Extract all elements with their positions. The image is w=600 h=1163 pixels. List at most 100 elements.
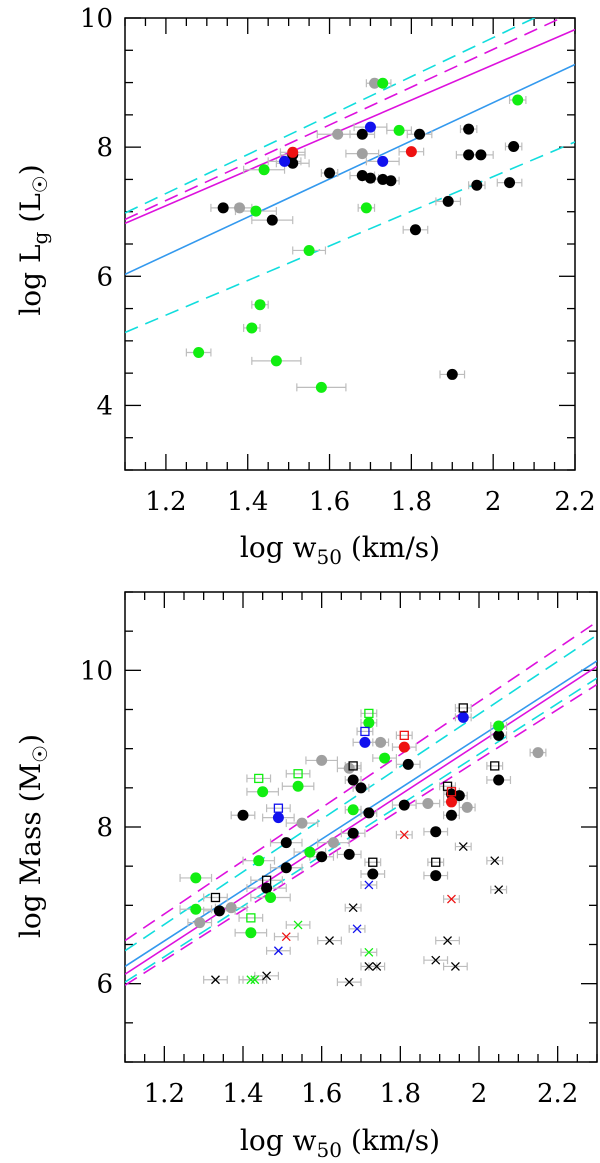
point-black <box>364 172 376 184</box>
point-black <box>377 173 389 185</box>
x-tick-label: 2.2 <box>554 487 595 517</box>
fit-line-cyan-dashed-lower <box>125 141 575 334</box>
point-green-squares <box>293 769 303 779</box>
point-black-squares <box>490 761 500 771</box>
point-green-crosses <box>293 920 303 930</box>
point-black <box>463 123 475 135</box>
point-black-crosses <box>494 885 504 895</box>
point-green <box>270 355 282 367</box>
point-green <box>304 846 316 858</box>
point-gray <box>332 128 344 140</box>
point-black <box>343 848 355 860</box>
x-axis-label-top: log w50 (km/s) <box>240 531 440 569</box>
point-black <box>356 128 368 140</box>
mass-panel: log w50 (km/s) log Mass (M☉) 1.2 1.4 1.6 1.… <box>14 591 598 1162</box>
point-black-squares <box>431 857 441 867</box>
point-black <box>316 851 328 863</box>
point-red <box>445 796 457 808</box>
point-green <box>258 164 270 176</box>
point-black <box>398 799 410 811</box>
point-green <box>512 94 524 106</box>
x-tick-label: 1.8 <box>391 487 432 517</box>
y-tick-label: 4 <box>96 391 113 421</box>
point-red-crosses <box>399 830 409 840</box>
point-black <box>217 202 229 214</box>
x-tick-label: 2 <box>471 1079 488 1109</box>
point-green <box>303 244 315 256</box>
point-green <box>245 927 257 939</box>
point-gray <box>225 902 237 914</box>
point-blue <box>272 812 284 824</box>
x-tick-label: 1.4 <box>222 1079 263 1109</box>
point-black <box>504 177 516 189</box>
fit-line-magenta-dashed-lower <box>125 683 597 986</box>
point-black <box>446 368 458 380</box>
point-gray <box>296 817 308 829</box>
point-black <box>237 809 249 821</box>
x-tick-label: 1.2 <box>145 487 186 517</box>
point-blue <box>457 711 469 723</box>
x-tick-label: 1.6 <box>309 487 350 517</box>
point-green <box>377 77 389 89</box>
point-green-crosses <box>246 975 256 985</box>
point-blue-squares <box>273 803 284 813</box>
point-blue-crosses <box>352 924 362 934</box>
y-tick-label: 6 <box>96 262 113 292</box>
point-black <box>493 729 505 741</box>
point-black <box>430 826 442 838</box>
point-green <box>265 892 277 903</box>
x-tick-label: 2 <box>485 487 502 517</box>
point-black-crosses <box>372 961 382 971</box>
point-green <box>193 346 205 358</box>
point-gray <box>375 736 387 748</box>
point-green <box>253 855 265 867</box>
point-black <box>266 214 278 226</box>
fit-line-magenta-dashed-upper <box>125 621 597 942</box>
point-red-crosses <box>447 894 456 904</box>
y-axis-label-top: log Lg (L☉) <box>14 164 52 315</box>
point-gray <box>234 202 246 214</box>
point-green <box>254 299 266 311</box>
point-black-crosses <box>431 955 441 965</box>
point-green <box>190 903 202 915</box>
point-red <box>287 146 299 158</box>
fit-line-cyan-dashed-lower <box>125 677 597 983</box>
point-gray <box>194 917 206 929</box>
plot-frame <box>124 17 576 471</box>
point-black <box>402 758 414 770</box>
y-tick-label: 10 <box>80 656 113 686</box>
point-green <box>257 786 269 798</box>
point-green <box>360 202 372 214</box>
point-blue <box>359 736 371 748</box>
point-black-squares <box>458 703 468 713</box>
point-black <box>280 862 292 874</box>
point-black <box>463 149 475 161</box>
x-tick-label: 1.2 <box>144 1079 185 1109</box>
point-black-squares <box>210 892 221 903</box>
y-tick-label: 8 <box>96 813 113 843</box>
point-black <box>409 224 421 236</box>
point-black-squares <box>368 857 378 867</box>
plot-frame <box>124 591 598 1063</box>
point-green <box>292 780 304 792</box>
point-black <box>347 774 359 786</box>
point-green <box>379 752 391 764</box>
point-black-squares <box>348 761 358 771</box>
point-green <box>393 124 405 136</box>
fit-line-magenta-dashed <box>125 18 563 221</box>
point-blue-crosses <box>364 880 374 890</box>
point-green-squares <box>364 708 374 719</box>
plot-area <box>125 621 597 987</box>
point-gray <box>327 837 339 849</box>
point-green <box>493 720 505 732</box>
point-black <box>493 774 505 786</box>
point-green-squares <box>254 773 264 784</box>
y-tick-label: 10 <box>80 4 113 34</box>
point-black <box>475 149 487 161</box>
point-black <box>261 882 273 894</box>
point-green <box>363 717 375 729</box>
point-red-crosses <box>281 932 291 942</box>
y-axis-label-bottom: log Mass (M☉) <box>14 734 52 938</box>
point-blue-crosses <box>273 946 283 956</box>
